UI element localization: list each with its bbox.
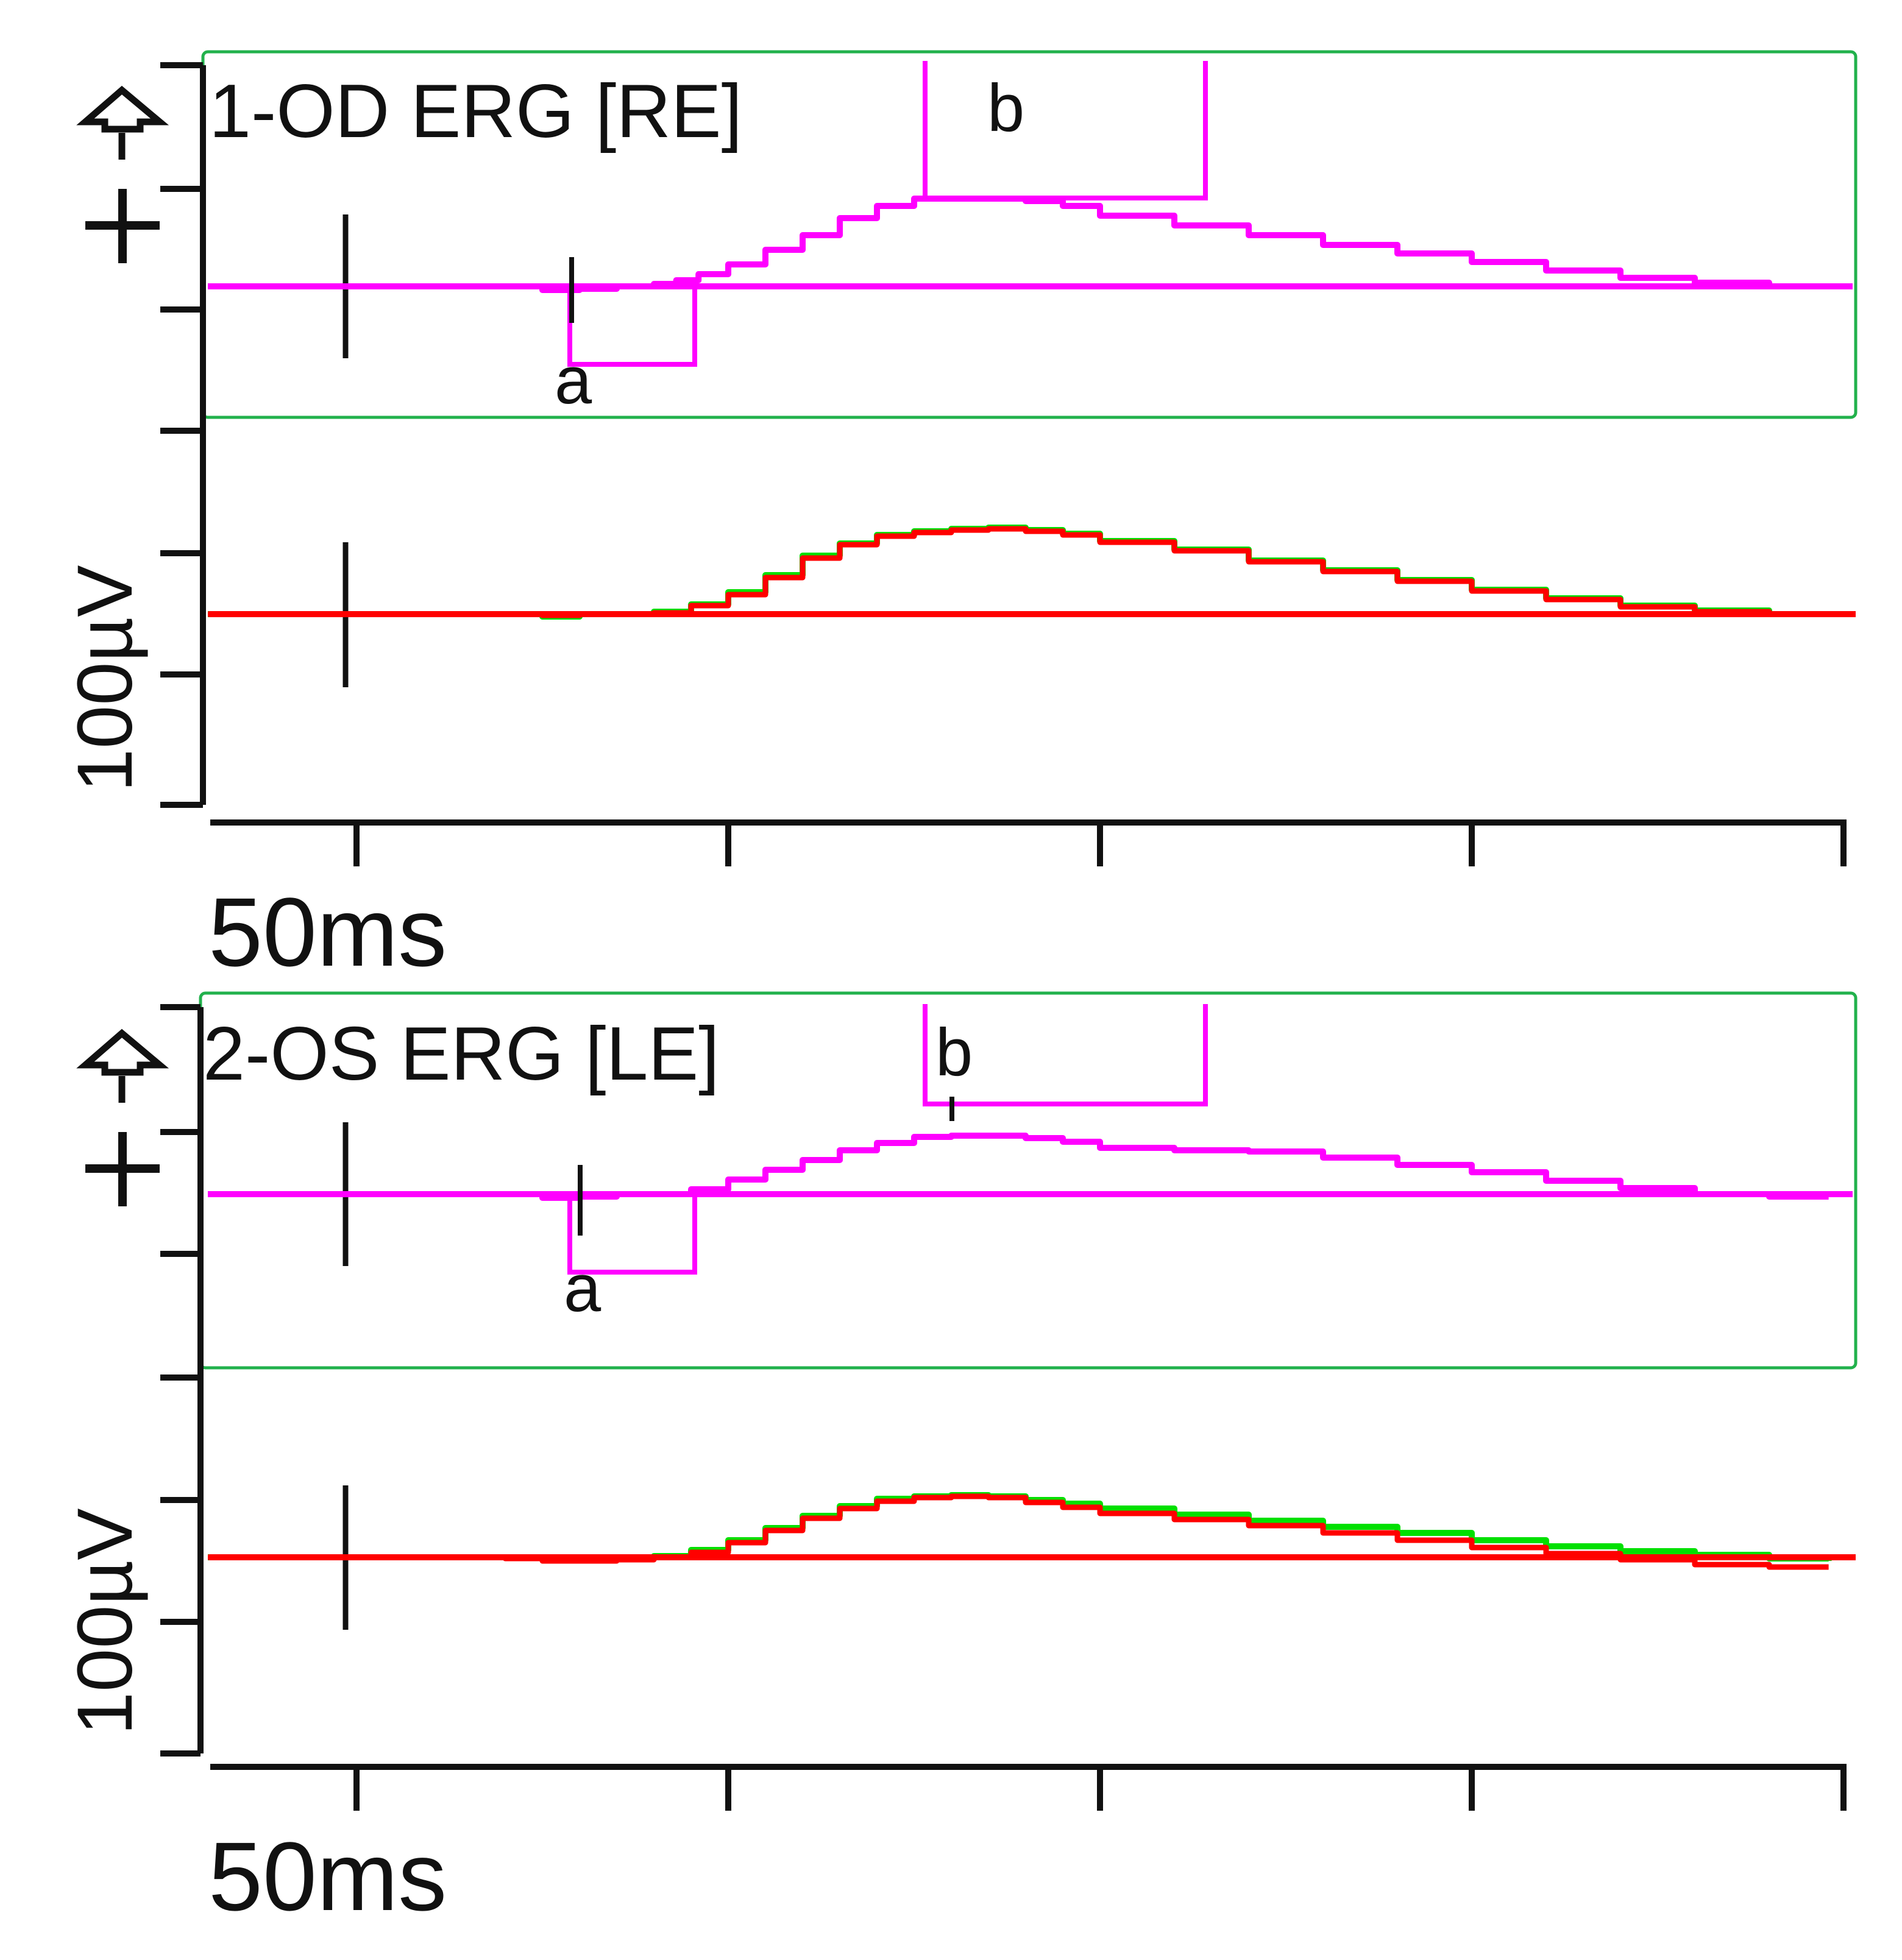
a-wave-box[interactable] [567,1192,697,1275]
gain-up-control[interactable] [76,85,169,160]
gain-plus-button[interactable] [85,189,160,263]
overlay-trace-group [208,1485,1856,1630]
b-wave-box[interactable] [923,1004,1208,1106]
x-scale-label: 50ms [208,1822,447,1931]
x-axis-ticks [353,1767,1847,1811]
selected-trace[interactable] [208,196,1829,293]
x-scale-label: 50ms [208,877,447,986]
y-scale-label: 100µV [62,1508,149,1735]
selected-trace-group: a b [208,61,1853,418]
arrow-up-icon[interactable] [76,85,169,133]
y-scale-label: 100µV [62,565,149,792]
b-wave-label: b [987,71,1024,146]
gain-plus-button[interactable] [85,1132,160,1206]
green-trace[interactable] [208,525,1829,620]
arrow-up-icon[interactable] [76,1028,169,1076]
panel-title: 2-OS ERG [LE] [203,1012,720,1096]
b-wave-box[interactable] [923,61,1208,200]
erg-panel-od: 1-OD ERG [RE] 100µV 50ms a b [62,50,1858,986]
y-axis-ticks [160,1004,200,1757]
panel-title: 1-OD ERG [RE] [209,69,742,154]
selected-trace[interactable] [208,1133,1829,1201]
overlay-trace-group [208,525,1856,687]
erg-panel-os: 2-OS ERG [LE] 100µV 50ms a b [62,991,1858,1931]
a-wave-label: a [564,1251,601,1326]
y-axis-ticks [160,62,203,808]
a-wave-box[interactable] [567,284,697,367]
red-trace[interactable] [208,526,1829,618]
selected-trace-group: a b [208,1004,1853,1326]
a-wave-label: a [555,343,592,418]
b-wave-label: b [935,1015,973,1090]
gain-up-control[interactable] [76,1028,169,1103]
x-axis-ticks [353,823,1847,866]
